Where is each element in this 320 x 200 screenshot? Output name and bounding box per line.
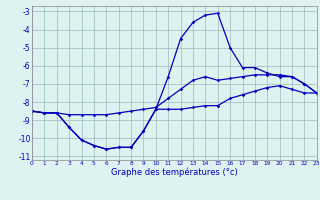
X-axis label: Graphe des températures (°c): Graphe des températures (°c) (111, 168, 238, 177)
